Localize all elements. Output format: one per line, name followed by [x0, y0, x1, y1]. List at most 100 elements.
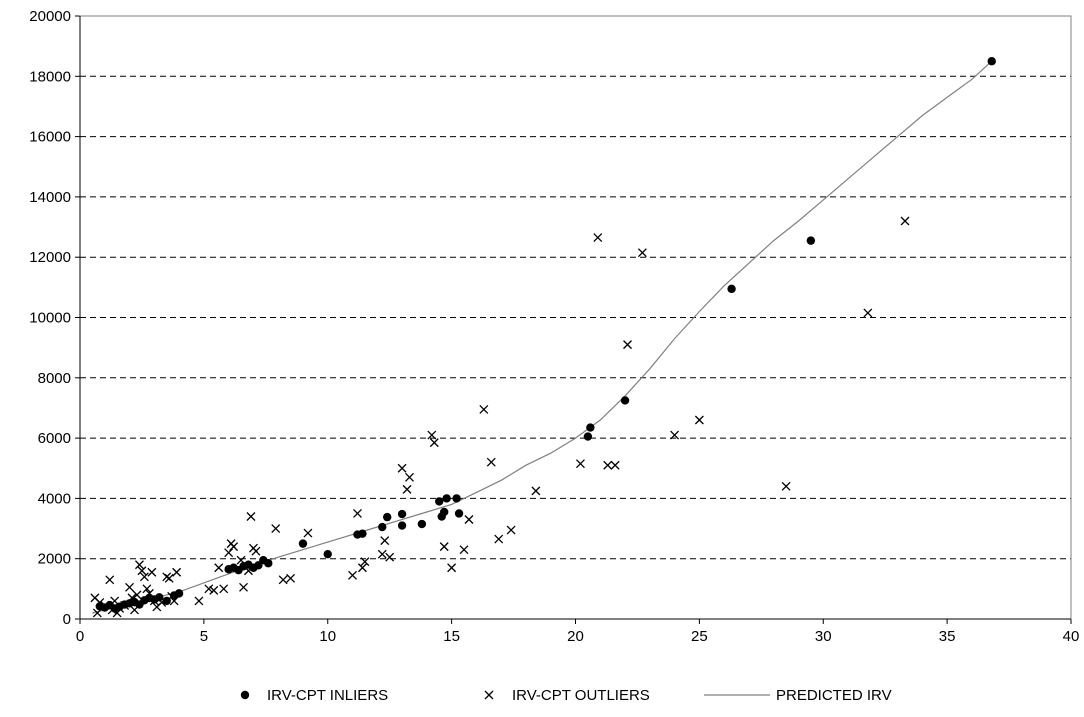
inlier-point: [454, 509, 464, 518]
outlier-mark-stroke: [229, 542, 239, 552]
outlier-mark-stroke: [380, 536, 390, 546]
outlier-mark-stroke: [164, 573, 174, 583]
outlier-point: [863, 308, 873, 318]
outlier-point: [353, 509, 362, 518]
x-tick-label: 20: [567, 628, 584, 645]
outlier-mark-stroke: [357, 563, 367, 573]
y-tick-label: 8000: [38, 370, 71, 387]
inlier-point: [378, 522, 387, 532]
grid-lines: [80, 15, 1071, 560]
outlier-mark-stroke: [90, 593, 100, 603]
outlier-point: [623, 340, 632, 350]
y-tick-label: 16000: [29, 129, 71, 146]
inlier-point: [987, 57, 996, 66]
outlier-point: [506, 525, 516, 535]
outlier-mark-stroke: [781, 481, 791, 491]
outlier-mark-stroke: [353, 509, 362, 518]
outlier-point: [486, 457, 496, 467]
outlier-point: [239, 582, 248, 592]
outlier-mark-stroke: [593, 233, 603, 243]
legend-outlier-stroke: [484, 690, 494, 700]
outlier-point: [251, 546, 261, 556]
outlier-mark-stroke: [137, 566, 147, 576]
outlier-point: [447, 563, 457, 573]
inlier-point: [298, 539, 308, 548]
outlier-point: [139, 572, 149, 582]
outlier-point: [694, 415, 704, 425]
outlier-mark-stroke: [459, 545, 469, 555]
outlier-point: [172, 567, 182, 577]
outlier-point: [405, 472, 414, 482]
outlier-mark-stroke: [694, 415, 704, 425]
outlier-mark-stroke: [479, 404, 489, 414]
outlier-point: [459, 545, 469, 555]
axes: [75, 15, 1072, 624]
outlier-point: [132, 590, 142, 600]
inlier-point: [264, 559, 273, 568]
inlier-point: [437, 512, 446, 521]
outlier-point: [224, 548, 234, 558]
inlier-point: [806, 236, 816, 245]
legend-outlier-label: IRV-CPT OUTLIERS: [512, 687, 650, 704]
inlier-point: [417, 519, 427, 529]
outlier-mark-stroke: [610, 460, 620, 470]
outlier-point: [348, 570, 357, 580]
outlier-point: [204, 584, 214, 594]
outlier-mark-stroke: [219, 584, 229, 594]
outlier-mark-stroke: [147, 567, 157, 577]
outlier-point: [380, 536, 390, 546]
x-tick-label: 0: [76, 628, 84, 645]
outlier-mark-stroke: [427, 430, 437, 440]
outlier-point: [360, 557, 370, 567]
outlier-point: [214, 563, 224, 573]
outlier-point: [429, 438, 439, 448]
tick-labels: 0 2000 4000 6000 8000 10000 12000 14000 16000 180…: [29, 8, 1079, 645]
outlier-point: [494, 534, 504, 544]
outlier-point: [286, 573, 296, 583]
outlier-mark-stroke: [303, 528, 313, 538]
legend-inlier-marker: [240, 690, 250, 700]
x-tick-label: 10: [319, 628, 336, 645]
outlier-point: [278, 575, 288, 585]
outlier-mark-stroke: [271, 524, 281, 534]
inlier-point: [397, 521, 407, 530]
outlier-point: [137, 566, 147, 576]
outlier-point: [125, 582, 135, 592]
inlier-point: [435, 497, 444, 506]
y-tick-label: 14000: [29, 189, 71, 206]
legend-inlier-label: IRV-CPT INLIERS: [267, 687, 388, 704]
outlier-mark-stroke: [385, 552, 395, 562]
outlier-mark-stroke: [125, 582, 135, 592]
outlier-mark-stroke: [360, 557, 370, 567]
y-tick-label: 4000: [38, 490, 71, 507]
outlier-mark-stroke: [670, 430, 680, 440]
outlier-point: [397, 463, 407, 473]
outlier-mark-stroke: [603, 460, 613, 470]
outlier-mark-stroke: [286, 573, 296, 583]
outlier-mark-stroke: [575, 459, 585, 469]
inlier-point: [583, 432, 593, 441]
outlier-mark-stroke: [429, 438, 439, 448]
outlier-point: [303, 528, 313, 538]
x-tick-label: 40: [1063, 628, 1080, 645]
predicted-irv-line: [92, 60, 993, 614]
inlier-point: [323, 549, 332, 559]
outlier-point: [194, 596, 204, 606]
outlier-point: [246, 512, 256, 521]
outlier-mark-stroke: [246, 512, 256, 521]
inlier-point: [442, 494, 451, 503]
outlier-point: [670, 430, 680, 440]
outlier-point: [271, 524, 281, 534]
legend: IRV-CPT INLIERS IRV-CPT OUTLIERS PREDICTED…: [240, 687, 892, 704]
outlier-point: [593, 233, 603, 243]
outlier-point: [229, 542, 239, 552]
inlier-point: [358, 529, 367, 538]
outlier-mark-stroke: [506, 525, 516, 535]
y-tick-label: 6000: [38, 430, 71, 447]
inlier-series: [95, 57, 996, 613]
outlier-mark-stroke: [251, 546, 261, 556]
outlier-mark-stroke: [348, 570, 357, 580]
outlier-mark-stroke: [224, 548, 234, 558]
outlier-mark-stroke: [142, 584, 152, 594]
